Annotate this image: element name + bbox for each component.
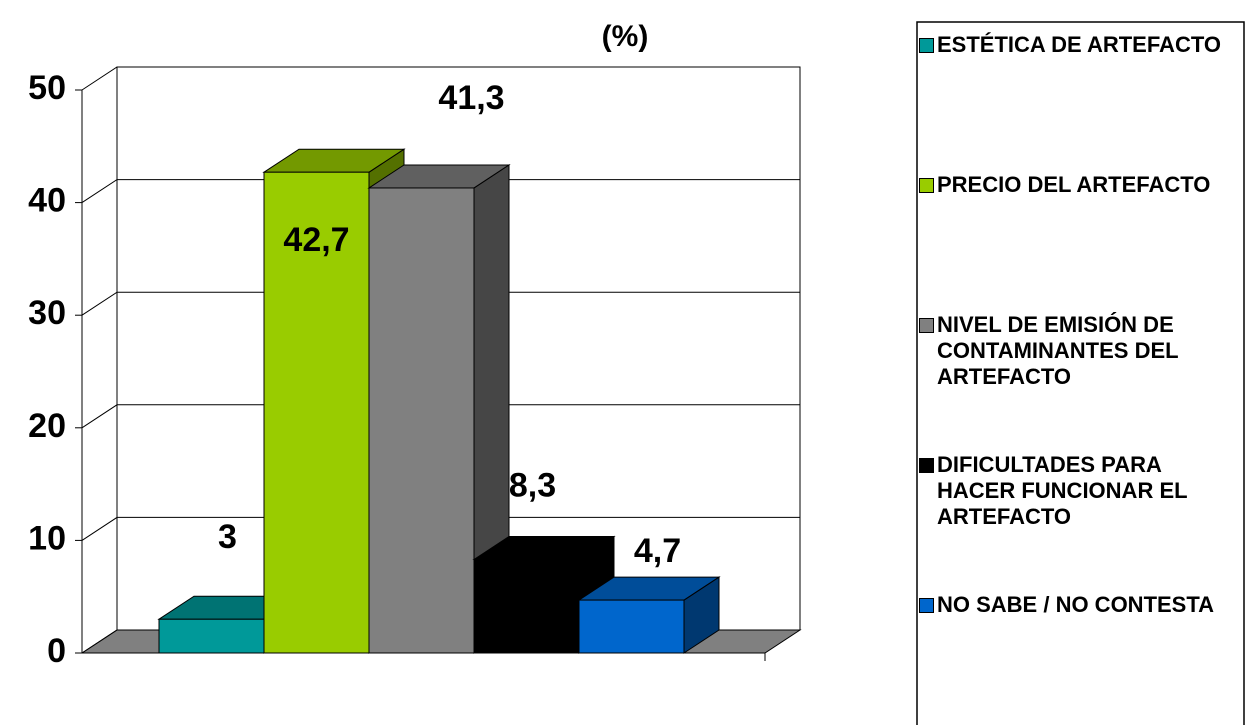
- grid-line: [81, 404, 800, 429]
- data-label: 8,3: [509, 467, 556, 505]
- legend-label: NO SABE / NO CONTESTA: [937, 592, 1215, 617]
- y-tick-label: 10: [28, 519, 66, 557]
- bar: [578, 599, 685, 654]
- legend-swatch: [919, 458, 934, 473]
- chart-title: (%): [602, 20, 649, 53]
- legend-label: ESTÉTICA DE ARTEFACTO: [937, 32, 1221, 57]
- y-tick-label: 0: [47, 632, 66, 670]
- bar: [158, 618, 265, 654]
- data-label: 41,3: [438, 79, 504, 117]
- bar: [263, 171, 370, 654]
- legend-swatch: [919, 38, 934, 53]
- data-label: 3: [218, 518, 237, 556]
- legend-label: DIFICULTADES PARA HACER FUNCIONAR EL ART…: [937, 452, 1188, 529]
- legend-swatch: [919, 318, 934, 333]
- legend-box: [916, 21, 1245, 725]
- grid-line: [81, 516, 800, 541]
- grid-line: [81, 179, 800, 204]
- y-tick-label: 40: [28, 182, 66, 220]
- data-label: 42,7: [283, 221, 349, 259]
- legend-swatch: [919, 178, 934, 193]
- y-tick-label: 30: [28, 294, 66, 332]
- data-label: 4,7: [634, 532, 681, 570]
- grid-line: [81, 291, 800, 316]
- y-tick-label: 50: [28, 69, 66, 107]
- bar: [368, 187, 475, 654]
- legend-label: NIVEL DE EMISIÓN DE CONTAMINANTES DEL AR…: [937, 312, 1179, 389]
- grid-line: [81, 66, 800, 91]
- bar: [473, 559, 580, 654]
- y-tick-label: 20: [28, 407, 66, 445]
- legend-swatch: [919, 598, 934, 613]
- legend-label: PRECIO DEL ARTEFACTO: [937, 172, 1211, 197]
